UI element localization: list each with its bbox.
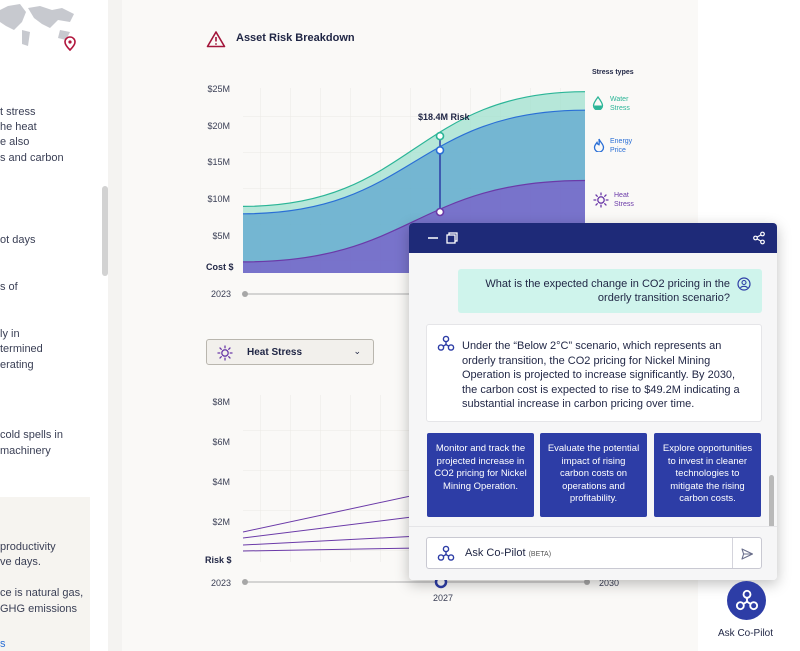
minimize-icon[interactable] [426,231,440,245]
send-icon[interactable] [740,547,754,561]
map-pin-icon [64,36,76,52]
user-message-text: What is the expected change in CO2 prici… [485,278,730,304]
suggestion-card[interactable]: Monitor and track the projected increase… [427,433,534,517]
copilot-header [409,223,777,253]
water-drop-icon [592,96,604,110]
timeline-start-year: 2023 [211,289,232,299]
y-tick: $6M [212,437,230,447]
risk-callout: $18.4M Risk [418,112,470,122]
input-placeholder-text: Ask Co-Pilot [465,547,526,559]
y-tick: $20M [207,121,230,131]
y-axis-label: Cost $ [206,262,234,272]
left-info-panel: t stress he heat e also s and carbon ot … [0,0,100,651]
left-text-line: ly in [0,328,20,340]
left-text-line: ve days. [0,556,41,568]
warning-icon [206,31,226,48]
ask-copilot-button[interactable] [727,581,766,620]
legend-label-water: Water Stress [610,96,630,112]
y-tick: $4M [212,477,230,487]
copilot-conversation: What is the expected change in CO2 prici… [409,253,777,580]
chevron-down-icon: ⌄ [353,346,361,356]
left-text-line: e also [0,136,30,148]
copilot-window: What is the expected change in CO2 prici… [409,223,777,580]
user-avatar-icon [737,277,751,291]
y-axis-label: Risk $ [205,555,232,565]
sun-icon [217,345,233,361]
left-text-line: ot days [0,234,36,246]
suggestion-card[interactable]: Evaluate the potential impact of rising … [540,433,647,517]
stress-type-dropdown[interactable]: Heat Stress ⌄ [206,339,374,365]
expand-icon[interactable] [445,231,459,245]
timeline-slider[interactable] [240,289,420,299]
sun-icon [593,192,609,208]
area-line-energy-price [242,109,586,215]
copilot-input[interactable]: Ask Co-Pilot (BETA) [426,537,762,569]
suggestion-card[interactable]: Explore opportunities to invest in clean… [654,433,761,517]
timeline-current-year: 2027 [433,593,454,603]
left-text-line: machinery [0,445,51,457]
left-text-line: t stress [0,106,36,118]
left-text-line: he heat [0,121,37,133]
left-text-line: productivity [0,541,56,553]
legend-label-energy: Energy Price [610,138,633,154]
left-panel-scrollbar[interactable] [102,186,108,276]
copilot-scrollbar[interactable] [769,475,774,551]
copilot-logo-icon [735,589,759,611]
input-divider [732,538,733,568]
hover-point [435,131,445,141]
beta-badge: (BETA) [528,551,552,558]
flame-icon [593,138,605,152]
left-text-line: s and carbon [0,152,64,164]
user-message: What is the expected change in CO2 prici… [458,269,762,313]
hover-point [435,145,445,155]
left-text-line: s of [0,281,18,293]
input-placeholder: Ask Co-Pilot (BETA) [465,547,551,559]
assistant-message: Under the “Below 2°C” scenario, which re… [426,324,762,422]
y-tick: $2M [212,517,230,527]
hover-point [435,207,445,217]
legend-label-heat: Heat Stress [614,192,634,208]
left-text-line: ce is natural gas, [0,587,84,599]
copilot-input-bar: Ask Co-Pilot (BETA) [409,526,777,580]
ask-copilot-label: Ask Co-Pilot [718,628,774,639]
left-text-line: GHG emissions [0,603,78,615]
gutter [108,0,122,651]
y-tick: $25M [207,84,230,94]
assistant-message-text: Under the “Below 2°C” scenario, which re… [462,340,740,410]
area-line-water-stress [242,91,586,207]
y-tick: $8M [212,397,230,407]
copilot-logo-icon [437,335,455,351]
left-footer-card [0,497,90,651]
world-map-icon [0,4,76,52]
area-line-heat-stress [242,179,586,263]
legend-title: Stress types [592,69,634,76]
y-tick: $10M [207,194,230,204]
copilot-logo-icon [437,545,455,561]
dropdown-label: Heat Stress [247,347,303,358]
left-text-line: erating [0,359,34,371]
chart-title: Asset Risk Breakdown [236,32,355,44]
share-icon[interactable] [752,231,766,245]
timeline-end-year: 2030 [599,578,620,588]
y-tick: $5M [212,231,230,241]
timeline-start-year: 2023 [211,578,232,588]
left-link[interactable]: s [0,638,6,650]
line-chart [242,395,420,562]
left-text-line: termined [0,343,43,355]
left-text-line: cold spells in [0,429,63,441]
y-tick: $15M [207,157,230,167]
